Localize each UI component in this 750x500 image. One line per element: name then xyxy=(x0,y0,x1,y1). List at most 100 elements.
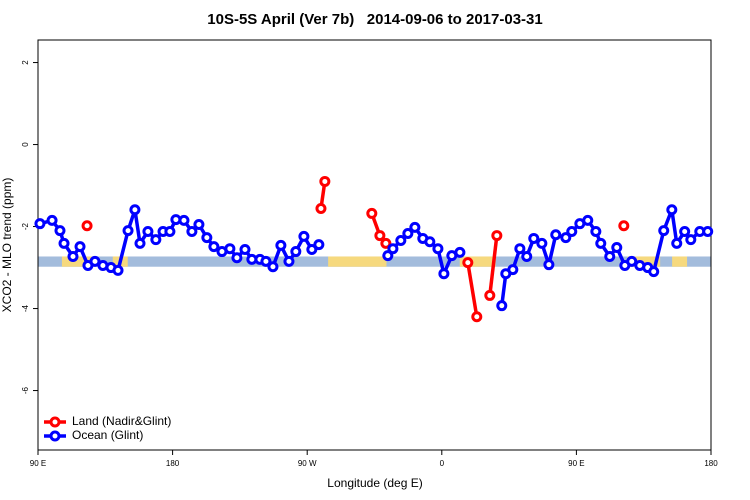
data-point xyxy=(496,300,508,312)
data-point xyxy=(298,230,310,242)
data-point xyxy=(402,228,414,240)
data-point xyxy=(560,232,572,244)
data-point xyxy=(164,225,176,237)
data-point xyxy=(81,220,93,232)
data-point xyxy=(626,255,638,267)
data-point xyxy=(484,289,496,301)
data-point xyxy=(74,241,86,253)
x-tick-label: 90 W xyxy=(298,459,317,468)
data-point xyxy=(543,259,555,271)
data-point xyxy=(536,237,548,249)
data-point xyxy=(566,225,578,237)
data-point xyxy=(186,225,198,237)
data-point xyxy=(178,214,190,226)
x-tick-label: 180 xyxy=(704,459,718,468)
data-point xyxy=(658,225,670,237)
data-line xyxy=(466,262,479,318)
data-point xyxy=(424,236,436,248)
data-point xyxy=(521,250,533,262)
data-point xyxy=(382,250,394,262)
data-point xyxy=(129,204,141,216)
legend-label: Ocean (Glint) xyxy=(72,428,143,442)
data-point xyxy=(54,225,66,237)
data-point xyxy=(595,237,607,249)
data-point xyxy=(58,237,70,249)
y-tick-label: -4 xyxy=(21,304,30,312)
data-point xyxy=(150,234,162,246)
y-tick-label: 0 xyxy=(21,142,30,147)
data-point xyxy=(438,268,450,280)
data-point xyxy=(231,252,243,264)
data-point xyxy=(491,230,503,242)
data-point xyxy=(306,244,318,256)
data-point xyxy=(454,246,466,258)
x-axis-title: Longitude (deg E) xyxy=(327,476,422,490)
data-point xyxy=(134,237,146,249)
data-point xyxy=(142,225,154,237)
data-point xyxy=(275,239,287,251)
x-tick-label: 90 E xyxy=(30,459,46,468)
surface-band xyxy=(627,256,661,267)
surface-band xyxy=(459,256,496,267)
legend-marker xyxy=(49,416,61,428)
data-point xyxy=(112,264,124,276)
data-point xyxy=(471,311,483,323)
data-point xyxy=(366,207,378,219)
data-point xyxy=(193,219,205,230)
data-point xyxy=(462,257,474,269)
data-point xyxy=(283,255,295,267)
data-point xyxy=(671,237,683,249)
x-tick-label: 0 xyxy=(440,459,445,468)
data-point xyxy=(67,250,79,262)
data-point xyxy=(648,266,660,278)
y-tick-label: -2 xyxy=(21,222,30,230)
data-point xyxy=(611,241,623,253)
surface-band xyxy=(61,256,95,267)
data-point xyxy=(507,264,519,276)
chart-title: 10S-5S April (Ver 7b) 2014-09-06 to 2017… xyxy=(207,11,542,28)
x-tick-label: 180 xyxy=(166,459,180,468)
data-point xyxy=(34,218,46,230)
surface-band xyxy=(328,256,387,267)
legend-marker xyxy=(49,430,61,442)
data-point xyxy=(89,255,101,267)
y-tick-label: -6 xyxy=(21,386,30,394)
data-point xyxy=(374,230,386,242)
x-tick-label: 90 E xyxy=(568,459,584,468)
data-point xyxy=(201,232,213,244)
data-point xyxy=(208,241,220,253)
data-point xyxy=(679,225,691,237)
data-point xyxy=(528,232,540,244)
legend-label: Land (Nadir&Glint) xyxy=(72,414,171,428)
surface-band xyxy=(672,256,688,267)
y-axis-title: XCO2 - MLO trend (ppm) xyxy=(0,178,14,313)
data-point xyxy=(409,221,421,233)
data-point xyxy=(313,239,325,251)
data-line xyxy=(488,235,499,296)
data-point xyxy=(319,175,331,187)
data-point xyxy=(604,250,616,262)
data-point xyxy=(224,243,236,255)
data-point xyxy=(666,204,678,216)
data-point xyxy=(387,243,399,255)
data-point xyxy=(290,246,302,258)
data-point xyxy=(395,234,407,246)
data-point xyxy=(702,225,714,237)
data-point xyxy=(122,225,134,237)
data-point xyxy=(260,255,272,267)
y-tick-label: 2 xyxy=(21,60,30,65)
data-point xyxy=(380,237,392,249)
data-point xyxy=(685,234,697,246)
data-point xyxy=(315,203,327,215)
data-point xyxy=(432,243,444,255)
data-point xyxy=(267,261,279,273)
plot-frame xyxy=(37,39,712,451)
data-point xyxy=(590,225,602,237)
data-point xyxy=(618,220,630,232)
data-point xyxy=(46,214,58,226)
data-point xyxy=(514,243,526,255)
data-point xyxy=(550,229,562,241)
data-point xyxy=(239,244,251,256)
data-point xyxy=(582,214,594,226)
